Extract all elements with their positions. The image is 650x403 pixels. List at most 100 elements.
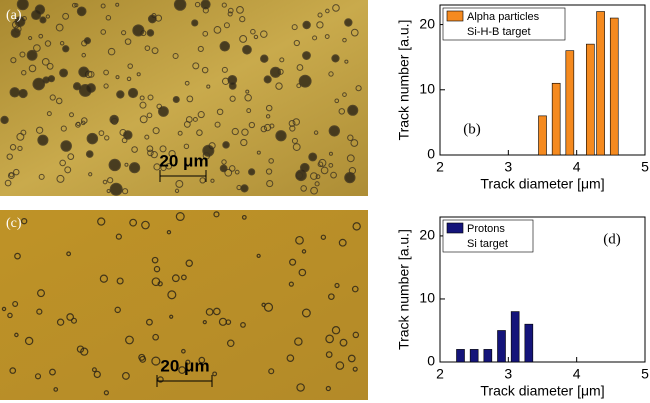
track <box>206 84 211 89</box>
track <box>139 115 148 124</box>
track <box>81 52 87 58</box>
track <box>289 125 296 132</box>
track <box>153 265 161 273</box>
track <box>169 314 174 319</box>
track <box>1 306 7 312</box>
legend-note: Si-H-B target <box>467 26 531 38</box>
track <box>107 47 116 56</box>
track <box>325 351 333 358</box>
track <box>53 387 59 392</box>
track <box>59 159 66 167</box>
track <box>78 83 92 97</box>
scale-bar <box>159 170 207 182</box>
track <box>46 111 52 117</box>
track <box>269 123 275 129</box>
track <box>49 368 56 376</box>
track <box>132 24 145 37</box>
track <box>183 120 191 128</box>
track <box>241 214 247 220</box>
track <box>55 23 64 32</box>
bar <box>524 323 534 363</box>
track <box>350 28 359 37</box>
y-axis-label: Track number [a.u.] <box>396 20 412 141</box>
track <box>191 19 199 27</box>
track <box>141 220 150 230</box>
track <box>312 35 318 41</box>
y-tick-label: 10 <box>419 290 435 306</box>
track <box>97 217 106 226</box>
scale-bar <box>156 375 213 387</box>
bar <box>469 349 479 363</box>
track <box>246 108 252 114</box>
track <box>55 97 63 105</box>
track <box>107 177 114 184</box>
track <box>210 178 215 183</box>
track <box>344 18 353 27</box>
track <box>147 149 154 157</box>
track <box>286 354 295 362</box>
track <box>228 165 236 172</box>
track <box>71 2 77 8</box>
track <box>242 44 252 55</box>
track <box>4 179 12 187</box>
track <box>121 371 130 380</box>
track <box>59 68 69 78</box>
track <box>9 87 20 98</box>
track <box>69 112 74 118</box>
track <box>200 0 211 10</box>
track <box>36 126 44 134</box>
track <box>184 80 190 86</box>
track <box>347 104 359 116</box>
track <box>181 348 186 354</box>
track <box>39 16 47 24</box>
track <box>136 72 141 77</box>
track <box>213 307 221 316</box>
track <box>127 63 133 69</box>
track <box>223 22 230 29</box>
track <box>159 145 167 153</box>
track <box>185 259 193 267</box>
x-tick-label: 3 <box>504 366 512 382</box>
track <box>291 24 298 31</box>
track <box>263 75 272 84</box>
track <box>175 180 184 188</box>
track <box>213 211 220 218</box>
track <box>24 336 34 346</box>
track <box>241 128 249 136</box>
bar <box>497 330 506 363</box>
track <box>245 89 250 94</box>
track <box>331 326 341 335</box>
track <box>151 256 159 264</box>
track <box>46 62 54 70</box>
track <box>227 11 233 17</box>
track <box>339 338 348 347</box>
track <box>293 39 300 47</box>
track <box>93 370 101 379</box>
track <box>126 76 132 82</box>
track <box>350 139 359 147</box>
micrograph-c <box>0 210 368 400</box>
track <box>177 130 183 136</box>
track <box>78 66 90 78</box>
track <box>103 69 109 76</box>
track <box>33 44 41 52</box>
track <box>325 8 330 14</box>
track <box>225 319 232 325</box>
track <box>347 354 356 363</box>
track <box>151 47 159 55</box>
track <box>124 38 132 45</box>
track <box>320 234 327 240</box>
y-tick-label: 0 <box>427 353 435 369</box>
track <box>325 334 334 344</box>
bar <box>510 311 520 363</box>
track <box>7 312 13 319</box>
track <box>139 101 147 109</box>
track <box>45 14 51 19</box>
track <box>192 62 200 70</box>
track <box>106 188 111 194</box>
scale-bar-label: 20 μm <box>160 356 209 375</box>
track <box>231 127 239 136</box>
bar <box>586 43 595 156</box>
x-tick-label: 2 <box>436 366 444 382</box>
track <box>260 125 268 133</box>
